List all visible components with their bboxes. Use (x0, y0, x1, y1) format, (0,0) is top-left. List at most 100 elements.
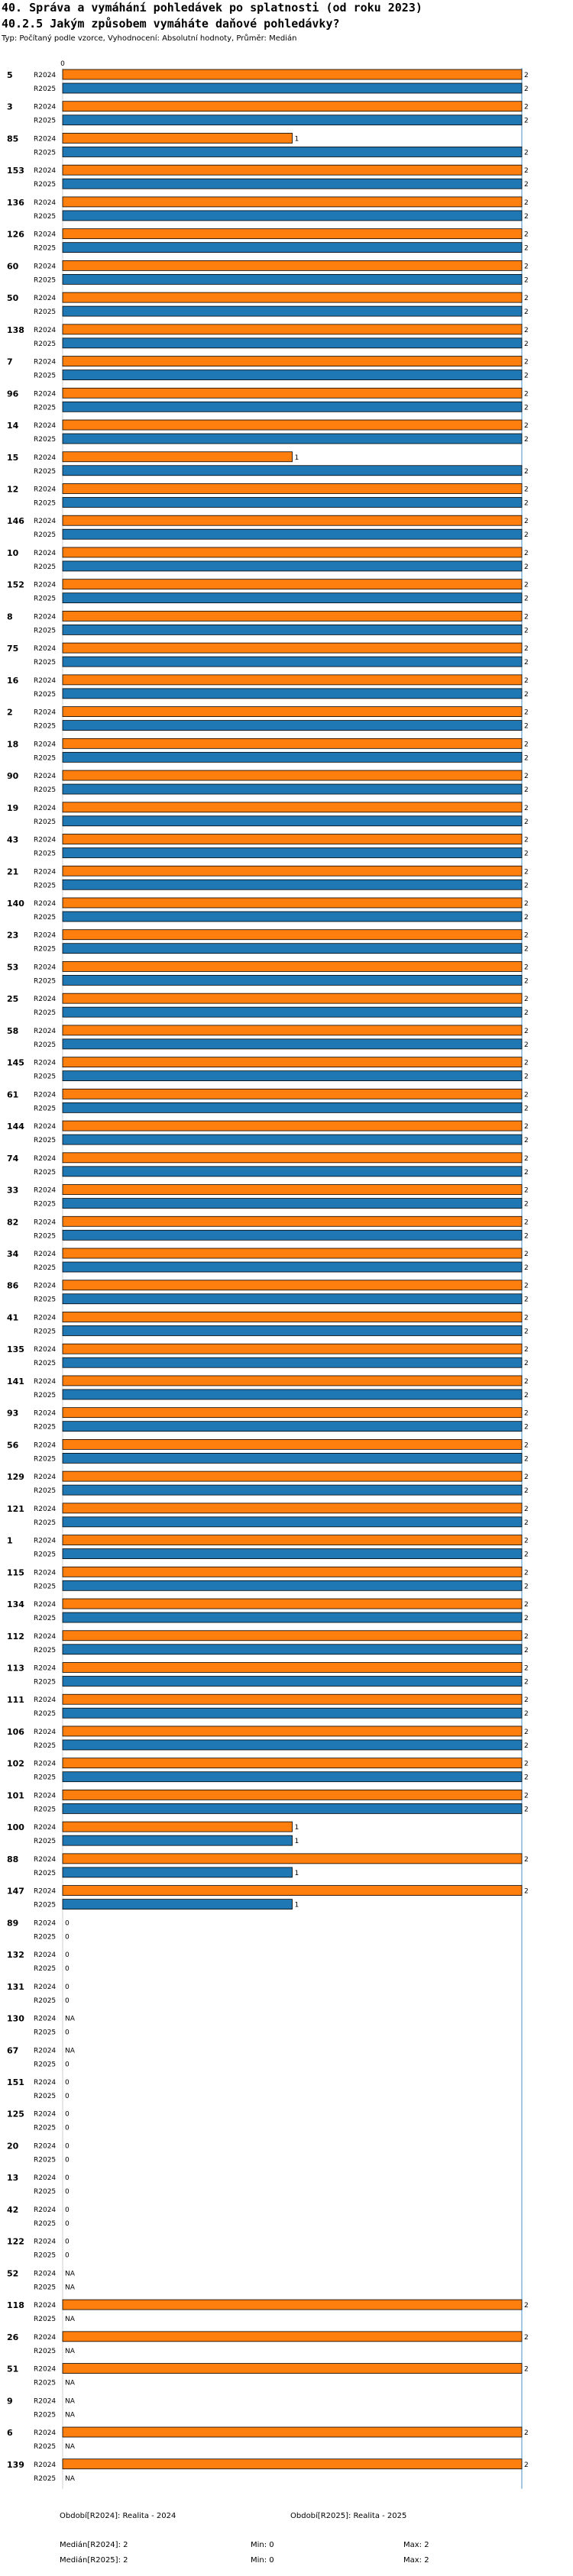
data-label: 2 (524, 900, 529, 908)
series-row-label: R2024 (34, 1219, 56, 1226)
bar-r2025 (62, 305, 523, 317)
bar-r2024 (62, 101, 523, 112)
series-row-label: R2024 (34, 390, 56, 398)
bar-r2024 (62, 865, 523, 876)
data-label: 1 (295, 135, 299, 143)
bar-r2024 (62, 897, 523, 909)
bar-r2025 (62, 1484, 523, 1496)
series-row-label: R2024 (34, 1984, 56, 1991)
category-label: 10 (7, 548, 19, 558)
category-label: 153 (7, 166, 24, 176)
series-row-label: R2025 (34, 2348, 56, 2355)
data-label: 2 (524, 1710, 529, 1718)
data-label: 2 (524, 308, 529, 316)
series-row-label: R2025 (34, 563, 56, 571)
data-label: 2 (524, 1424, 529, 1432)
series-row-label: R2024 (34, 709, 56, 717)
series-row-label: R2025 (34, 977, 56, 985)
data-label: 2 (524, 149, 529, 157)
data-label: 2 (524, 436, 529, 444)
bar-r2025 (62, 1038, 523, 1050)
data-label: 2 (524, 1187, 529, 1195)
series-row-label: R2025 (34, 1328, 56, 1335)
bar-r2024 (62, 387, 523, 399)
data-label: 2 (524, 1328, 529, 1335)
data-label: 0 (65, 2061, 70, 2068)
series-row-label: R2025 (34, 723, 56, 731)
data-label: 2 (524, 1774, 529, 1782)
data-label: 0 (65, 1919, 70, 1927)
bar-r2024 (62, 515, 523, 526)
category-label: 135 (7, 1344, 24, 1354)
category-label: 6 (7, 2428, 13, 2438)
bar-r2024 (62, 1758, 523, 1769)
data-label: 0 (65, 2142, 70, 2150)
bar-r2025 (62, 1389, 523, 1400)
series-row-label: R2025 (34, 754, 56, 762)
data-label: 2 (524, 1091, 529, 1099)
bar-r2025 (62, 975, 523, 986)
data-label: 2 (524, 946, 529, 954)
series-row-label: R2025 (34, 2252, 56, 2260)
series-row-label: R2024 (34, 1633, 56, 1641)
category-label: 102 (7, 1759, 24, 1769)
category-label: 106 (7, 1727, 24, 1737)
bar-r2024 (62, 2363, 523, 2374)
data-label: 2 (524, 390, 529, 398)
series-row-label: R2024 (34, 1888, 56, 1896)
category-label: 56 (7, 1440, 19, 1450)
data-label: 2 (524, 1169, 529, 1177)
bar-r2025 (62, 1771, 523, 1783)
data-label: 2 (524, 1041, 529, 1049)
series-row-label: R2024 (34, 2016, 56, 2023)
bar-r2024 (62, 164, 523, 176)
series-row-label: R2025 (34, 276, 56, 284)
bar-r2025 (62, 1899, 293, 1910)
category-label: 23 (7, 931, 18, 941)
bar-r2025 (62, 1134, 523, 1145)
bar-r2025 (62, 497, 523, 508)
series-row-label: R2024 (34, 231, 56, 239)
bar-r2024 (62, 1152, 523, 1164)
data-label: 2 (524, 1155, 529, 1163)
data-label: 1 (295, 1824, 299, 1832)
data-label: 0 (65, 2206, 70, 2214)
data-label: 2 (524, 1232, 529, 1240)
data-label: 2 (524, 1296, 529, 1304)
data-label: 2 (524, 1219, 529, 1226)
series-row-label: R2024 (34, 295, 56, 302)
bar-r2025 (62, 656, 523, 667)
axis-tick-label: 0 (60, 60, 65, 68)
bar-r2025 (62, 1357, 523, 1368)
data-label: 2 (524, 1792, 529, 1800)
series-row-label: R2025 (34, 1838, 56, 1845)
bar-r2024 (62, 1535, 523, 1545)
series-row-label: R2025 (34, 86, 56, 93)
data-label: 0 (65, 1951, 70, 1959)
series-row-label: R2025 (34, 1169, 56, 1177)
data-label: 2 (524, 709, 529, 717)
bar-r2025 (62, 560, 523, 572)
bar-r2024 (62, 451, 293, 463)
category-label: 145 (7, 1058, 24, 1068)
data-label: 2 (524, 245, 529, 253)
legend-r2025: Období[R2025]: Realita - 2025 (290, 2512, 407, 2520)
series-row-label: R2024 (34, 677, 56, 685)
series-row-label: R2024 (34, 2206, 56, 2214)
bar-r2024 (62, 1438, 523, 1450)
category-label: 5 (7, 70, 13, 80)
bar-r2025 (62, 592, 523, 604)
max-r2024: Max: 2 (403, 2541, 429, 2549)
category-label: 139 (7, 2460, 24, 2470)
data-label: NA (65, 2316, 76, 2323)
series-row-label: R2024 (34, 1856, 56, 1864)
category-label: 67 (7, 2045, 18, 2055)
data-label: 2 (524, 645, 529, 653)
category-label: 61 (7, 1089, 18, 1099)
bar-r2024 (62, 1725, 523, 1737)
data-label: 2 (524, 104, 529, 111)
data-label: 0 (65, 2220, 70, 2228)
series-row-label: R2024 (34, 1028, 56, 1035)
data-label: 2 (524, 1028, 529, 1035)
series-row-label: R2025 (34, 1806, 56, 1813)
